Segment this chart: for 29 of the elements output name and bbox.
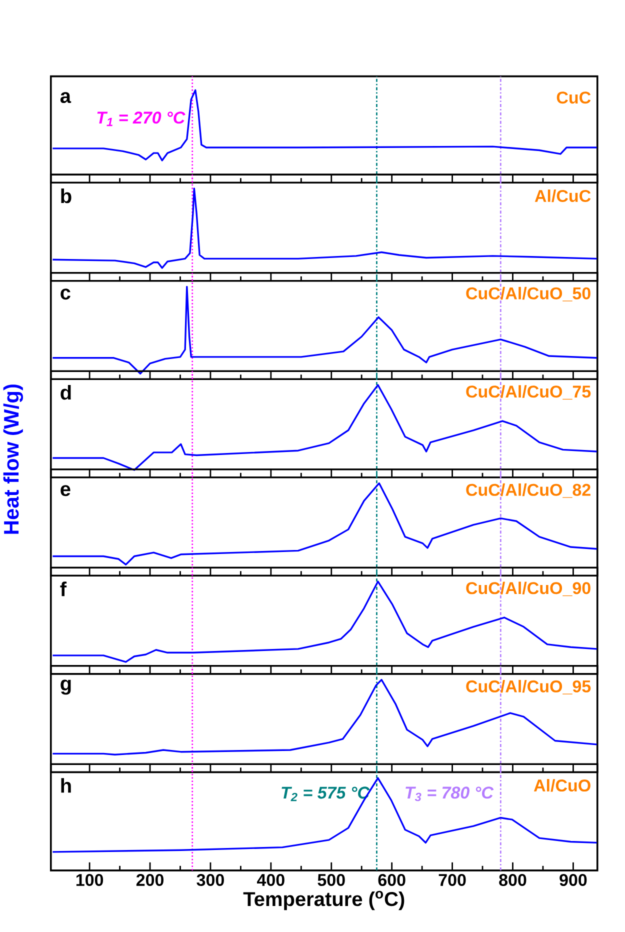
ref-line-label: T$_{1}$ = 270 °C — [98, 112, 186, 126]
x-axis-title: Temperature ($^{o}$C) — [244, 890, 404, 910]
chart-title: d — [60, 385, 71, 400]
text: Al/CuC — [535, 190, 591, 202]
x-tick-label: 900 — [560, 874, 587, 886]
x-tick-label: 700 — [439, 874, 466, 886]
chart-title: g — [60, 680, 71, 695]
chart-title: f — [60, 582, 67, 596]
series-label: CuC/Al/CuO_95 — [466, 680, 591, 694]
text: CuC — [557, 92, 591, 104]
chart-title: b — [61, 188, 72, 204]
x-tick-label: 800 — [499, 874, 526, 886]
x-tick-label: 400 — [257, 874, 285, 886]
text: Al/CuO — [534, 779, 591, 792]
series-label: CuC/Al/CuO_90 — [466, 582, 591, 596]
chart-title: h — [61, 778, 72, 793]
chart-title: e — [60, 485, 71, 496]
x-tick-label: 200 — [136, 874, 164, 886]
x-tick-label: 500 — [318, 874, 346, 886]
series-label: CuC/Al/CuO_82 — [466, 483, 591, 498]
y-axis-title: Heat flow (W/g) — [4, 384, 24, 534]
ref-line-label: T$_{3}$ = 780 °C — [406, 786, 494, 802]
text: CuC/Al/CuO_50 — [466, 286, 591, 302]
chart-title: a — [60, 92, 72, 104]
series-label: CuC/Al/CuO_75 — [466, 385, 591, 400]
x-tick-label: 600 — [378, 874, 406, 886]
x-tick-label: 300 — [196, 874, 224, 886]
x-tick-label: 100 — [76, 874, 104, 886]
chart-title: c — [60, 288, 71, 300]
